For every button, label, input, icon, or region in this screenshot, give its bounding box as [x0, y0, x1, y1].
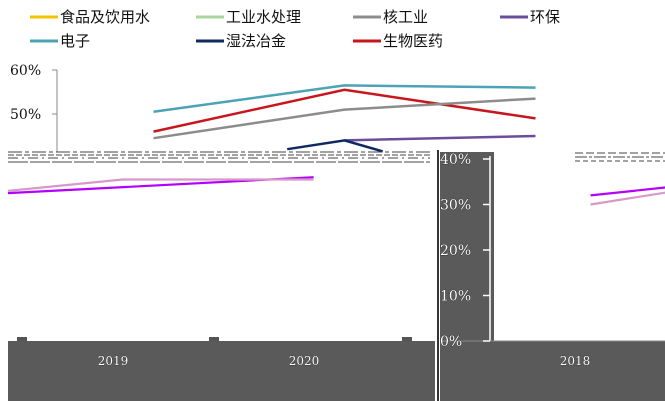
y-axis-top: 60% 50%: [10, 63, 58, 152]
panel-tick-label: 30%: [440, 198, 471, 214]
legend-item: 环保: [500, 8, 560, 26]
x-tick-stub: [17, 337, 27, 341]
overlay-series-line: [7, 178, 314, 192]
series-line: [287, 139, 384, 153]
legend-item: 电子: [30, 32, 90, 50]
bottom-band-right: [440, 341, 665, 401]
legend-label: 生物医药: [383, 32, 443, 50]
legend-label: 湿法冶金: [226, 32, 286, 50]
x-tick-stub: [402, 337, 412, 341]
legend-label: 电子: [60, 32, 90, 50]
overlay-lines: [7, 176, 665, 206]
legend-label: 食品及饮用水: [60, 8, 150, 26]
series-line: [153, 97, 536, 140]
torn-overlay: 40% 30% 20% 10% 0% 2019 2020 2018: [8, 150, 665, 401]
series-line: [153, 84, 536, 114]
x-tick-stub: [209, 337, 219, 341]
panel-tick-label: 20%: [440, 243, 471, 259]
legend-label: 工业水处理: [226, 8, 301, 26]
legend-item: 湿法冶金: [196, 32, 286, 50]
x-tick-label: 2019: [98, 354, 129, 368]
plot-lines: [153, 84, 536, 153]
x-tick-label: 2018: [560, 354, 591, 368]
overlay-series-line: [590, 186, 665, 197]
y-tick-label: 50%: [10, 107, 41, 123]
overlay-dash-band: [8, 151, 665, 341]
panel-ticks: 40% 30% 20% 10% 0%: [440, 152, 490, 350]
y-tick-label: 60%: [10, 63, 41, 79]
legend-label: 核工业: [383, 8, 428, 26]
overlay-series-line: [590, 191, 665, 206]
legend-item: 工业水处理: [196, 8, 301, 26]
panel-tick-label: 0%: [440, 334, 462, 350]
legend: 食品及饮用水 工业水处理 核工业 环保 电子 湿法冶金 生物医药: [30, 8, 560, 50]
bottom-band-left: [8, 341, 435, 401]
x-tick-label: 2020: [289, 354, 320, 368]
overlay-mask: [8, 164, 438, 341]
series-line: [153, 88, 536, 133]
panel-tick-label: 40%: [440, 152, 471, 168]
legend-label: 环保: [530, 8, 560, 26]
panel-tick-label: 10%: [440, 289, 471, 305]
overlay-mask: [494, 164, 665, 341]
legend-item: 核工业: [353, 8, 428, 26]
legend-item: 生物医药: [353, 32, 443, 50]
legend-item: 食品及饮用水: [30, 8, 150, 26]
dark-panel: [440, 152, 494, 341]
series-line: [344, 134, 536, 142]
